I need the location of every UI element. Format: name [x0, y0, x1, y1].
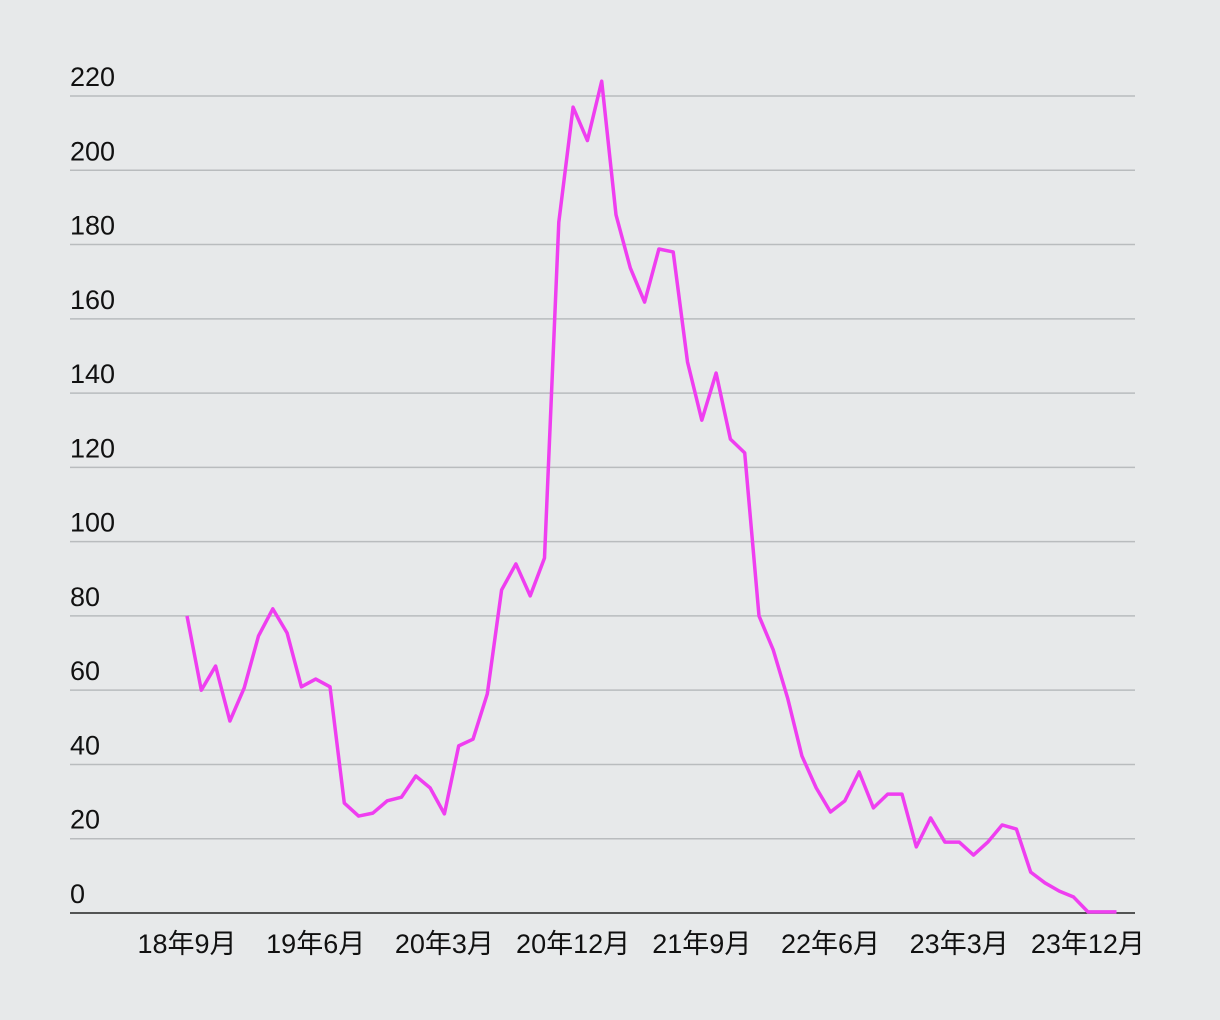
- y-tick-label: 140: [70, 359, 115, 389]
- y-tick-label: 100: [70, 508, 115, 538]
- x-tick-label: 18年9月: [137, 929, 236, 959]
- x-tick-label: 19年6月: [266, 929, 365, 959]
- y-tick-label: 200: [70, 136, 115, 166]
- line: [185, 79, 1117, 914]
- y-tick-label: 120: [70, 433, 115, 463]
- x-tick-label: 20年3月: [395, 929, 494, 959]
- y-tick-label: 80: [70, 582, 100, 612]
- y-tick-label: 220: [70, 62, 115, 92]
- y-tick-label: 40: [70, 730, 100, 760]
- y-tick-label: 60: [70, 656, 100, 686]
- x-tick-label: 20年12月: [516, 929, 630, 959]
- y-tick-label: 0: [70, 879, 85, 909]
- y-tick-label: 160: [70, 285, 115, 315]
- x-tick-label: 21年9月: [652, 929, 751, 959]
- x-tick-label: 22年6月: [781, 929, 880, 959]
- x-tick-label: 23年12月: [1031, 929, 1145, 959]
- y-tick-label: 180: [70, 211, 115, 241]
- y-tick-label: 20: [70, 805, 100, 835]
- x-tick-label: 23年3月: [910, 929, 1009, 959]
